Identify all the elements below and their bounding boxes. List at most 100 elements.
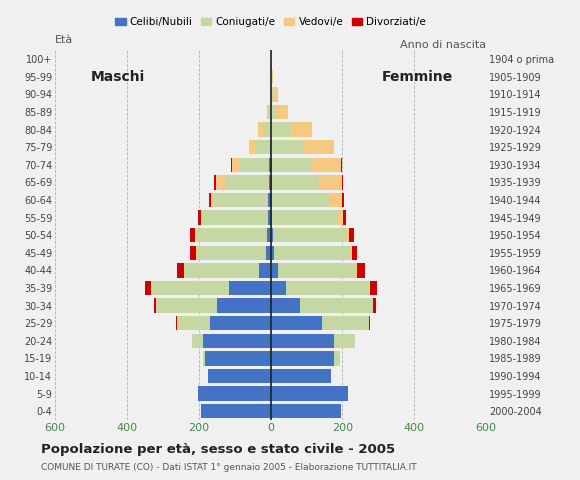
Bar: [270, 157, 312, 172]
Bar: [270, 157, 342, 172]
Bar: [190, 246, 270, 260]
Bar: [202, 351, 270, 366]
Bar: [270, 228, 349, 242]
Bar: [198, 386, 270, 401]
Bar: [270, 105, 288, 119]
Bar: [270, 210, 346, 225]
Bar: [270, 386, 349, 401]
Bar: [270, 281, 286, 295]
Bar: [270, 210, 343, 225]
Bar: [225, 175, 270, 190]
Bar: [201, 404, 270, 419]
Bar: [269, 175, 270, 190]
Bar: [211, 193, 270, 207]
Bar: [266, 246, 270, 260]
Bar: [195, 228, 270, 242]
Bar: [268, 210, 270, 225]
Bar: [198, 386, 270, 401]
Bar: [270, 281, 377, 295]
Bar: [270, 386, 349, 401]
Bar: [270, 157, 341, 172]
Bar: [270, 281, 369, 295]
Bar: [270, 175, 320, 190]
Bar: [208, 369, 270, 383]
Legend: Celibi/Nubili, Coniugati/e, Vedovi/e, Divorziati/e: Celibi/Nubili, Coniugati/e, Vedovi/e, Di…: [111, 13, 430, 31]
Bar: [209, 193, 270, 207]
Bar: [270, 105, 288, 119]
Text: Popolazione per età, sesso e stato civile - 2005: Popolazione per età, sesso e stato civil…: [41, 443, 395, 456]
Bar: [202, 351, 270, 366]
Bar: [267, 105, 270, 119]
Bar: [154, 299, 270, 313]
Bar: [232, 157, 270, 172]
Bar: [270, 299, 376, 313]
Bar: [270, 228, 346, 242]
Bar: [198, 386, 270, 401]
Bar: [258, 122, 270, 137]
Bar: [270, 157, 271, 172]
Bar: [270, 210, 338, 225]
Bar: [270, 246, 357, 260]
Bar: [184, 263, 270, 277]
Bar: [270, 386, 349, 401]
Bar: [201, 210, 270, 225]
Bar: [269, 105, 270, 119]
Bar: [270, 87, 278, 102]
Bar: [198, 210, 270, 225]
Bar: [196, 246, 270, 260]
Text: COMUNE DI TURATE (CO) - Dati ISTAT 1° gennaio 2005 - Elaborazione TUTTITALIA.IT: COMUNE DI TURATE (CO) - Dati ISTAT 1° ge…: [41, 463, 416, 472]
Bar: [201, 404, 270, 419]
Bar: [270, 351, 334, 366]
Bar: [270, 263, 278, 277]
Bar: [270, 246, 274, 260]
Bar: [184, 263, 270, 277]
Bar: [198, 386, 270, 401]
Bar: [176, 316, 270, 330]
Bar: [270, 122, 311, 137]
Bar: [249, 140, 270, 155]
Bar: [145, 281, 270, 295]
Bar: [270, 299, 372, 313]
Bar: [270, 140, 334, 155]
Bar: [270, 140, 304, 155]
Bar: [210, 316, 270, 330]
Bar: [270, 316, 321, 330]
Bar: [270, 228, 354, 242]
Bar: [249, 140, 270, 155]
Bar: [270, 351, 339, 366]
Bar: [208, 369, 270, 383]
Bar: [191, 334, 270, 348]
Bar: [270, 140, 271, 155]
Bar: [208, 369, 270, 383]
Bar: [240, 157, 270, 172]
Bar: [270, 70, 273, 84]
Text: Femmine: Femmine: [382, 70, 453, 84]
Bar: [205, 351, 270, 366]
Text: Età: Età: [55, 35, 73, 45]
Bar: [197, 246, 270, 260]
Bar: [270, 404, 341, 419]
Bar: [218, 299, 270, 313]
Bar: [191, 334, 270, 348]
Bar: [208, 369, 270, 383]
Bar: [270, 193, 273, 207]
Bar: [270, 316, 370, 330]
Bar: [270, 228, 273, 242]
Bar: [270, 316, 369, 330]
Text: Anno di nascita: Anno di nascita: [400, 40, 486, 50]
Bar: [190, 228, 270, 242]
Bar: [270, 246, 352, 260]
Bar: [270, 175, 343, 190]
Bar: [270, 193, 329, 207]
Bar: [258, 122, 270, 137]
Bar: [270, 122, 311, 137]
Bar: [269, 157, 270, 172]
Bar: [270, 369, 331, 383]
Bar: [270, 299, 300, 313]
Bar: [270, 281, 370, 295]
Bar: [263, 122, 270, 137]
Bar: [177, 316, 270, 330]
Bar: [229, 281, 270, 295]
Bar: [270, 70, 273, 84]
Bar: [270, 263, 357, 277]
